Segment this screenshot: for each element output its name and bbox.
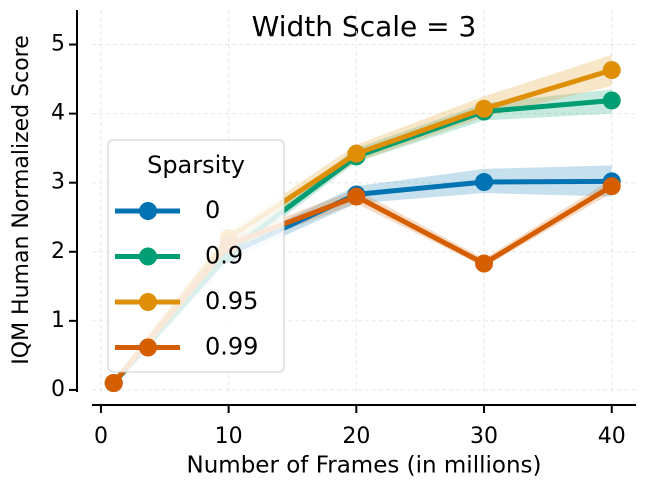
point [602,91,621,110]
legend-box [107,139,285,373]
legend-marker [139,338,157,357]
legend-label: 0.9 [205,242,243,270]
legend-title: Sparsity [147,151,245,179]
point [347,144,366,163]
chart-title: Width Scale = 3 [252,10,477,43]
legend-label: 0.99 [205,333,258,361]
x-axis-label: Number of Frames (in millions) [187,453,542,479]
point [602,177,621,196]
point [347,187,366,206]
x-tick-label: 10 [215,424,243,449]
point [475,173,494,192]
legend-marker [139,202,157,220]
x-tick-label: 20 [342,424,370,449]
legend-marker [139,293,157,311]
legend-label: 0.95 [205,287,258,315]
x-tick-label: 0 [94,424,108,449]
x-tick-label: 30 [470,424,498,449]
y-tick-label: 1 [51,308,65,333]
y-tick-label: 0 [51,377,65,402]
y-tick-label: 5 [51,32,65,57]
y-axis-label: IQM Human Normalized Score [9,35,34,364]
point [475,99,494,118]
y-tick-label: 2 [51,239,65,264]
legend-marker [139,247,157,266]
point [475,254,494,273]
x-tick-label: 40 [598,424,626,449]
confidence-band [113,54,612,387]
legend-label: 0 [205,196,220,224]
point [104,374,123,393]
y-tick-label: 4 [51,101,65,126]
point [602,61,621,80]
y-tick-label: 3 [51,170,65,195]
